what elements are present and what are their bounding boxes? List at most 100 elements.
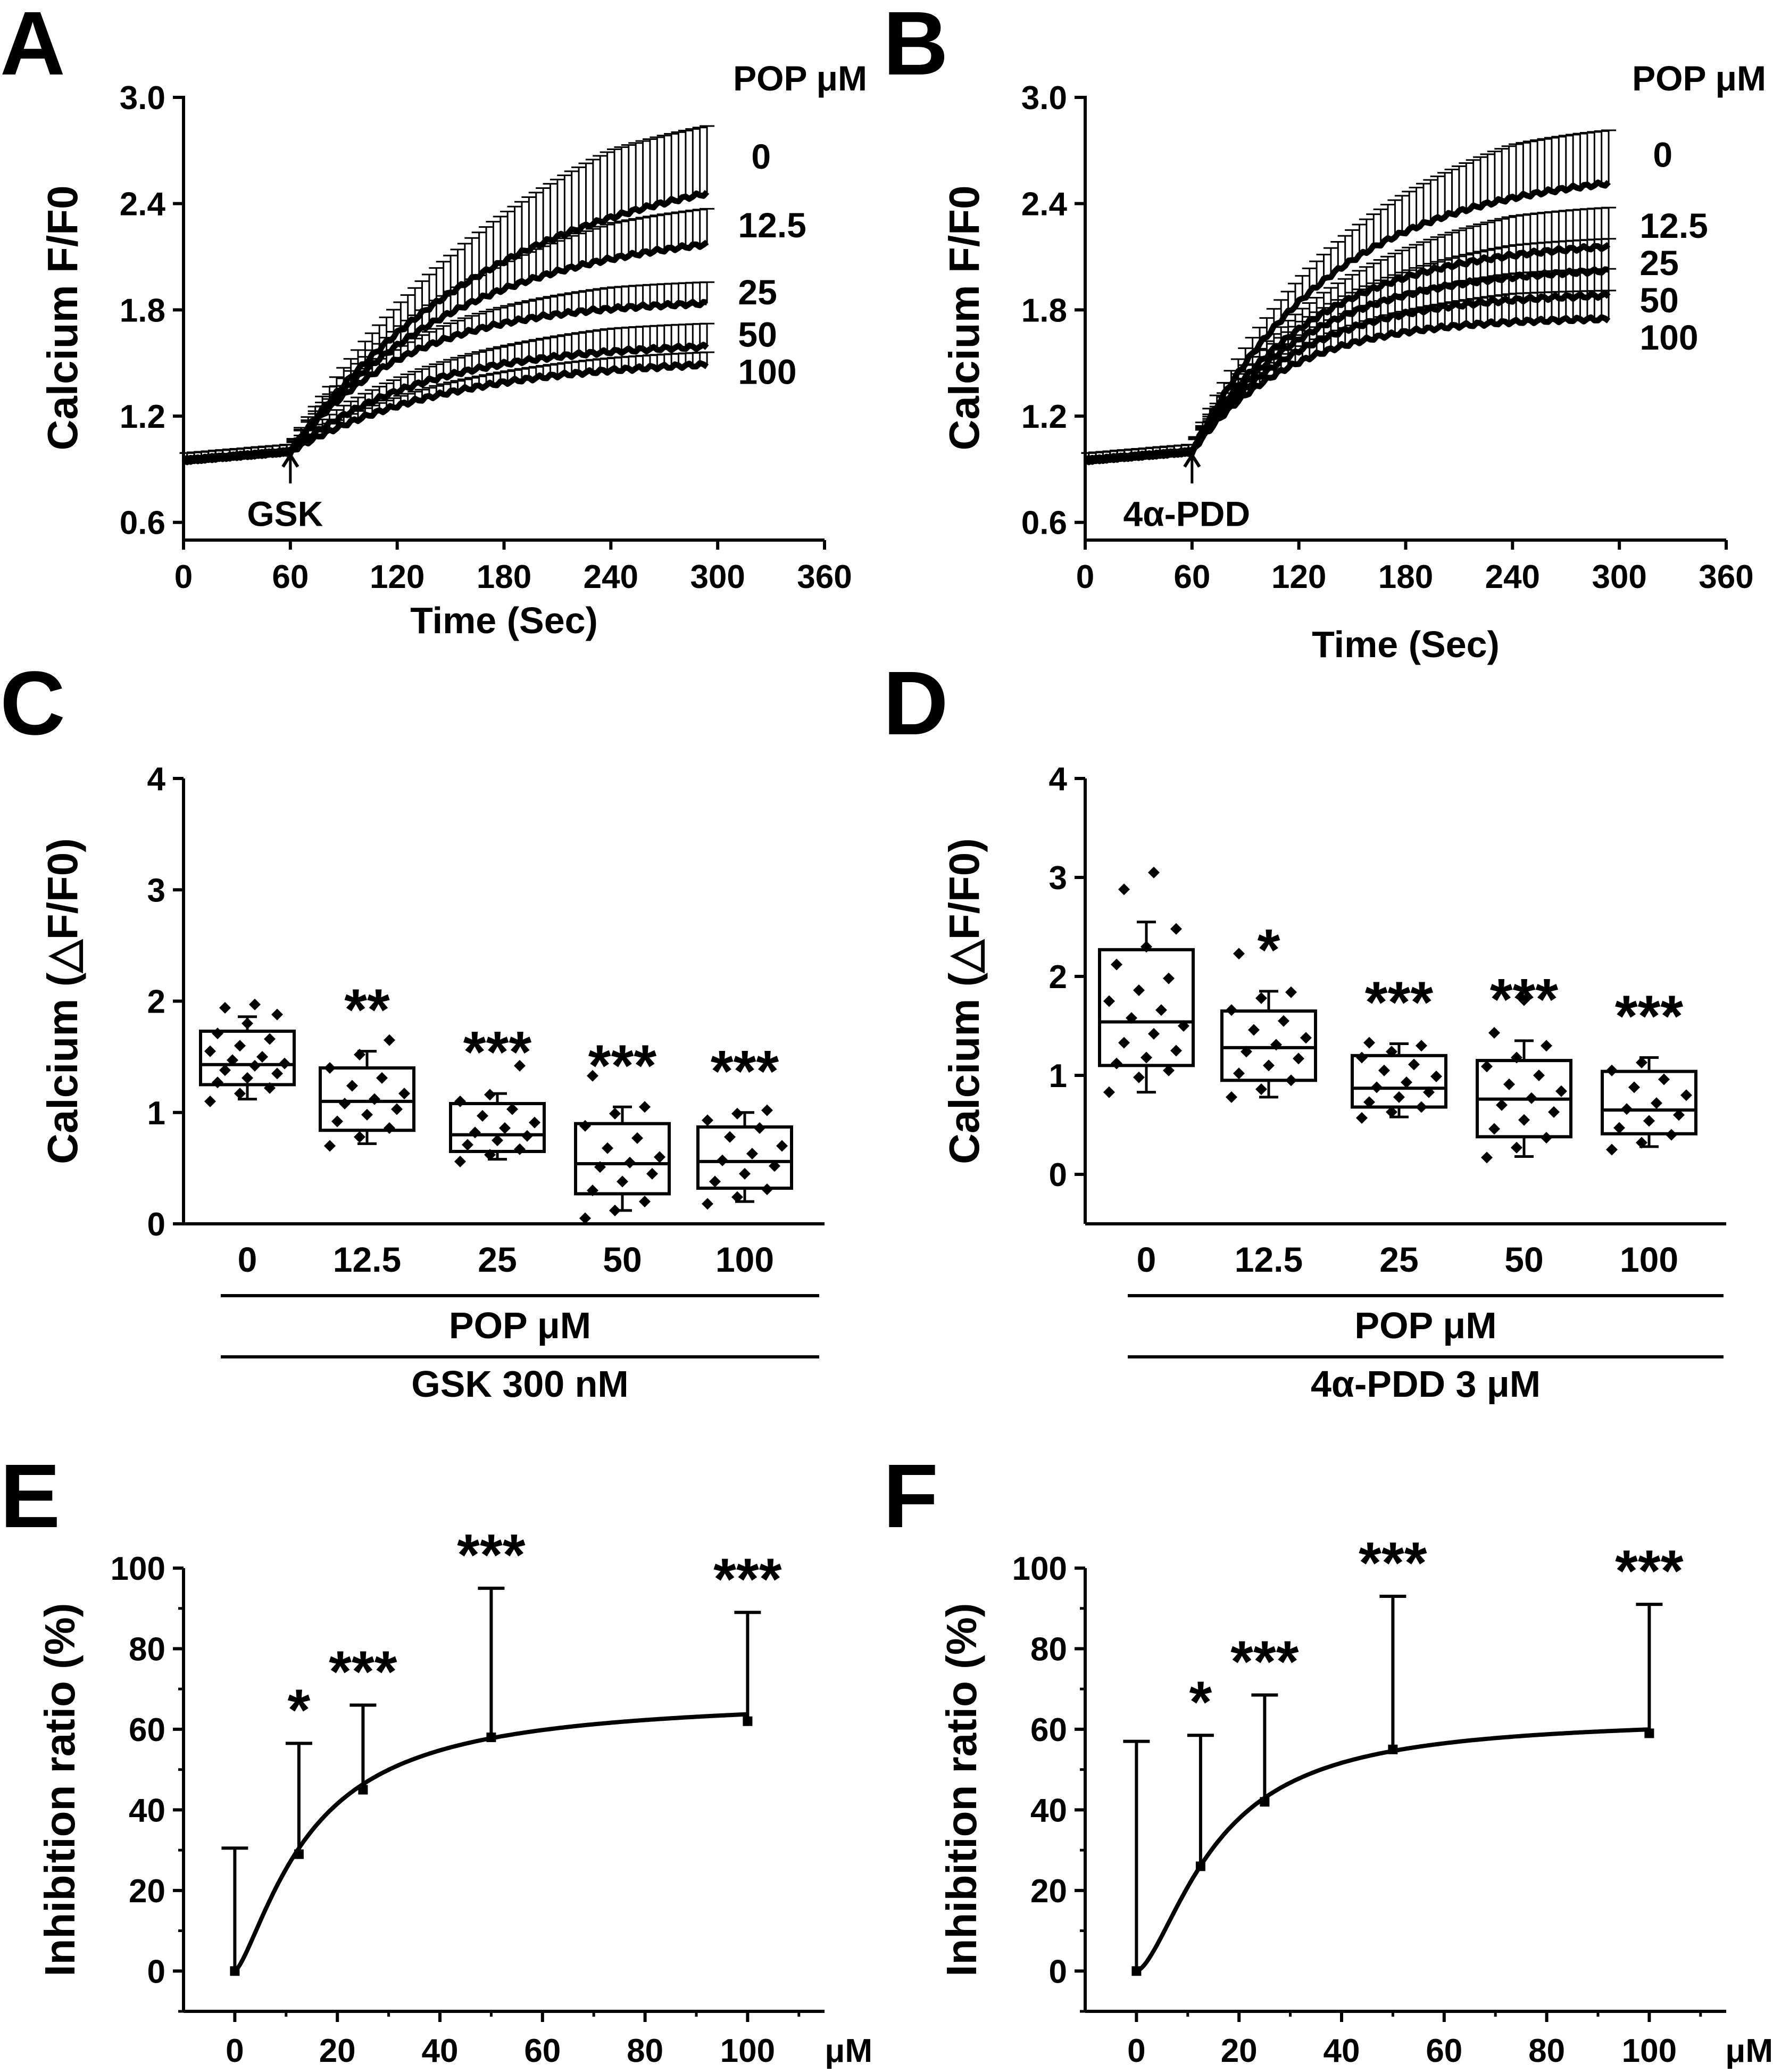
y-tick-label: 1.8 bbox=[120, 292, 165, 329]
data-point bbox=[271, 1008, 283, 1021]
data-point bbox=[1555, 1085, 1567, 1097]
data-point bbox=[1155, 1004, 1167, 1016]
significance-marker: *** bbox=[463, 1020, 532, 1085]
y-tick-label: 0 bbox=[1049, 1953, 1067, 1990]
data-point bbox=[1285, 1074, 1297, 1087]
data-point bbox=[609, 1107, 621, 1120]
series-line-100 bbox=[1084, 314, 1611, 465]
stimulus-label: 4α-PDD bbox=[1123, 494, 1251, 534]
data-point bbox=[219, 1064, 231, 1076]
x-tick-label: 360 bbox=[797, 559, 852, 595]
box-50 bbox=[574, 1070, 671, 1224]
x-tick-label: 100 bbox=[720, 2033, 775, 2069]
traces bbox=[179, 125, 715, 466]
box-25 bbox=[1351, 1037, 1447, 1124]
data-point bbox=[521, 1130, 533, 1142]
data-point bbox=[646, 1167, 658, 1180]
data-point bbox=[724, 1131, 736, 1143]
data-point bbox=[384, 1034, 395, 1046]
y-tick-label: 0.6 bbox=[120, 505, 165, 542]
data-point bbox=[1680, 1089, 1692, 1101]
data-point bbox=[1248, 1024, 1260, 1036]
data-point bbox=[1148, 1027, 1160, 1040]
data-point bbox=[579, 1212, 591, 1224]
legend-title: POP μM bbox=[1632, 59, 1766, 98]
series-end-label-12.5: 12.5 bbox=[1639, 206, 1708, 245]
y-tick-label: 80 bbox=[1030, 1631, 1067, 1668]
data-point bbox=[369, 1093, 380, 1105]
box-iqr bbox=[1351, 1054, 1447, 1109]
data-point bbox=[1293, 1052, 1304, 1065]
data-point bbox=[709, 1175, 721, 1188]
y-axis-label: Calcium F/F0 bbox=[940, 186, 988, 451]
data-point bbox=[1118, 1037, 1130, 1049]
category-label: 25 bbox=[478, 1240, 517, 1279]
y-tick-label: 100 bbox=[111, 1551, 165, 1587]
data-point bbox=[731, 1191, 743, 1203]
series-end-label-12.5: 12.5 bbox=[738, 205, 806, 245]
data-point bbox=[1488, 1027, 1500, 1039]
data-point bbox=[249, 998, 261, 1010]
data-point bbox=[1371, 1081, 1383, 1093]
data-point bbox=[1170, 923, 1182, 935]
data-point bbox=[1103, 1086, 1115, 1098]
box-12.5 bbox=[319, 1034, 415, 1152]
data-point bbox=[1386, 1106, 1397, 1118]
y-tick-label: 60 bbox=[129, 1712, 165, 1748]
panel-letter-c: C bbox=[0, 653, 65, 754]
significance-marker: *** bbox=[1365, 969, 1434, 1035]
traces bbox=[1081, 129, 1617, 466]
data-point bbox=[631, 1132, 643, 1144]
data-point bbox=[579, 1120, 591, 1132]
y-tick-label: 3 bbox=[147, 872, 165, 909]
data-point bbox=[514, 1143, 526, 1155]
data-point-0 bbox=[1123, 1739, 1150, 1976]
data-point bbox=[279, 1057, 290, 1070]
x-tick-label: 60 bbox=[524, 2033, 561, 2069]
significance-marker: *** bbox=[1615, 984, 1684, 1049]
x-tick-label: 0 bbox=[226, 2033, 244, 2069]
category-label: 100 bbox=[715, 1240, 774, 1279]
x-tick-label: 0 bbox=[174, 559, 193, 595]
series-end-label-0: 0 bbox=[751, 137, 771, 176]
data-point bbox=[1628, 1081, 1640, 1093]
stimulus-label: GSK bbox=[247, 494, 323, 534]
data-point bbox=[271, 1067, 283, 1080]
data-point bbox=[1401, 1076, 1412, 1089]
data-point bbox=[1526, 1092, 1537, 1104]
box-100 bbox=[696, 1104, 793, 1210]
data-point-50 bbox=[478, 1586, 505, 1743]
data-point bbox=[462, 1139, 473, 1151]
data-point bbox=[264, 1033, 276, 1045]
mean-marker bbox=[1195, 1861, 1205, 1871]
x-tick-label: 0 bbox=[1076, 559, 1094, 595]
significance-marker: *** bbox=[457, 1522, 526, 1588]
panel-e: E 0 20 40 60 80 100 Inhibition ratio (%) 0 20 40 60… bbox=[0, 1446, 872, 2069]
data-point bbox=[391, 1103, 403, 1115]
data-point bbox=[1233, 1067, 1245, 1080]
data-point bbox=[1233, 948, 1245, 960]
data-point bbox=[1255, 992, 1267, 1004]
mean-marker bbox=[486, 1733, 496, 1743]
y-tick-label: 100 bbox=[1012, 1551, 1067, 1587]
box-0 bbox=[1098, 866, 1195, 1098]
x-tick-label: 240 bbox=[584, 559, 638, 595]
data-point-100 bbox=[1636, 1603, 1663, 1738]
data-point bbox=[1666, 1129, 1677, 1141]
data-point bbox=[354, 1131, 365, 1143]
data-point bbox=[1363, 1037, 1375, 1049]
category-label: 100 bbox=[1620, 1240, 1678, 1279]
data-point bbox=[514, 1059, 526, 1072]
data-point bbox=[1163, 1064, 1175, 1076]
y-tick-label: 0.6 bbox=[1021, 505, 1067, 542]
x-tick-label: 20 bbox=[1221, 2033, 1258, 2069]
data-point bbox=[1416, 1101, 1427, 1113]
data-point bbox=[1111, 958, 1122, 971]
data-point bbox=[717, 1154, 728, 1166]
y-axis-label: Calcium F/F0 bbox=[39, 186, 86, 451]
x-tick-label: 60 bbox=[272, 559, 309, 595]
data-point bbox=[1111, 1057, 1122, 1070]
data-point bbox=[617, 1175, 628, 1188]
data-point bbox=[1651, 1097, 1662, 1109]
